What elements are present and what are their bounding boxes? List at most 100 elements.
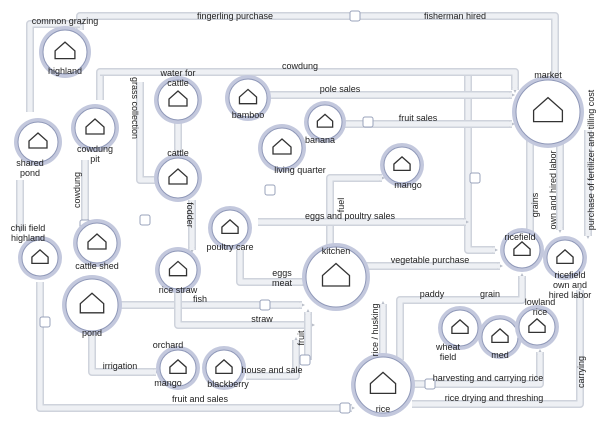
node-label: wheat	[435, 342, 461, 352]
node-icon	[491, 328, 509, 344]
node-icon	[316, 113, 334, 128]
flow-tube-inner	[412, 352, 543, 387]
node	[441, 309, 479, 347]
node-icon	[168, 90, 188, 107]
flow-label: fruit	[296, 330, 306, 346]
node-label: rice straw	[159, 285, 198, 295]
node-label: rice	[533, 307, 548, 317]
node	[211, 209, 249, 247]
flow-icon	[362, 116, 374, 128]
node	[383, 146, 421, 184]
node-label: cattle shed	[75, 261, 119, 271]
node	[546, 239, 584, 277]
nodes	[14, 26, 587, 417]
flow-icon	[264, 184, 276, 196]
flow-label: fruit and sales	[172, 394, 229, 404]
flow-label: purchase of fertilizer and tilling cost	[586, 89, 596, 230]
node-label: blackberry	[207, 379, 249, 389]
flow-label: fuel	[336, 198, 346, 213]
flow-label: cowdung	[282, 61, 318, 71]
node-icon	[221, 219, 239, 235]
flow-icon	[424, 378, 436, 390]
node-label: common grazing	[32, 16, 99, 26]
node-icon	[169, 359, 187, 375]
node	[354, 356, 412, 414]
node-icon	[87, 233, 107, 250]
flows	[16, 10, 592, 414]
node-label: pond	[82, 328, 102, 338]
flow-label: fodder	[185, 202, 195, 228]
flow-tube-inner	[397, 276, 525, 360]
node-icon	[238, 88, 258, 105]
node	[21, 239, 59, 277]
node-label: cowdung	[77, 144, 113, 154]
node-label: med	[491, 350, 509, 360]
node	[261, 127, 303, 169]
flow-icon	[299, 354, 311, 366]
flow-label: grains	[530, 192, 540, 217]
node-label: own and	[553, 280, 587, 290]
flow-tube-inner	[100, 69, 518, 90]
flow-tube-inner	[412, 290, 583, 407]
node-icon	[31, 249, 49, 265]
flow-label: rice / husking	[370, 303, 380, 356]
node-label: bamboo	[232, 110, 265, 120]
flow-icon	[339, 402, 351, 414]
flow-label: grass collection	[130, 77, 140, 139]
flow-label: eggs	[272, 268, 292, 278]
node-label: pit	[90, 154, 100, 164]
node-icon	[85, 118, 105, 135]
node-label: highland	[48, 66, 82, 76]
node	[158, 250, 198, 290]
node-icon	[28, 132, 48, 149]
node	[17, 121, 59, 163]
node-icon	[168, 168, 188, 185]
node-label: rice	[376, 404, 391, 414]
node-icon	[79, 292, 105, 314]
flow-tube-inner	[137, 82, 158, 183]
node-icon	[321, 262, 351, 287]
flow-label: fisherman hired	[424, 11, 486, 21]
labels: common grazinghighlandsharedpondcowdungp…	[11, 11, 596, 414]
flow-label: house and sale	[241, 365, 302, 375]
flow-icon	[349, 10, 361, 22]
flow-icon	[139, 214, 151, 226]
node-icon	[528, 318, 546, 334]
node-label: hired labor	[549, 290, 592, 300]
flow-label: carrying	[576, 356, 586, 388]
flow-icon	[469, 172, 481, 184]
node	[65, 278, 119, 332]
node	[74, 107, 116, 149]
node-icon	[272, 138, 292, 155]
flow-label: fingerling purchase	[197, 11, 273, 21]
node-label: living quarter	[274, 165, 326, 175]
node	[518, 308, 556, 346]
flow-label: pole sales	[320, 84, 361, 94]
flow-icon	[39, 316, 51, 328]
flow-label: own and hired labor	[548, 150, 558, 229]
node-label: orchard	[153, 340, 184, 350]
node	[503, 231, 541, 269]
node	[76, 222, 118, 264]
flow-label: fish	[193, 294, 207, 304]
flow-tube-inner	[89, 332, 156, 375]
node-label: ricefield	[504, 232, 535, 242]
node	[228, 78, 268, 118]
node-icon	[451, 319, 469, 335]
flow-label: cowdung	[72, 172, 82, 208]
node-label: cattle	[167, 148, 189, 158]
flow-label: vegetable purchase	[391, 255, 470, 265]
flow-label: straw	[251, 314, 273, 324]
node-label: mango	[154, 378, 182, 388]
flow-tube-inner	[237, 250, 305, 285]
node-label: ricefield	[554, 270, 585, 280]
node-icon	[168, 260, 188, 277]
node-label: market	[534, 70, 562, 80]
node-icon	[54, 41, 76, 60]
node-icon	[369, 371, 397, 395]
node-label: banana	[305, 135, 335, 145]
node	[159, 349, 197, 387]
flow-label: irrigation	[103, 361, 138, 371]
node-label: chili field	[11, 223, 46, 233]
